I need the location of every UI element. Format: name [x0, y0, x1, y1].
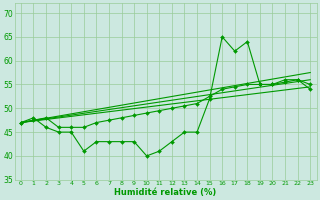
X-axis label: Humidité relative (%): Humidité relative (%): [115, 188, 217, 197]
